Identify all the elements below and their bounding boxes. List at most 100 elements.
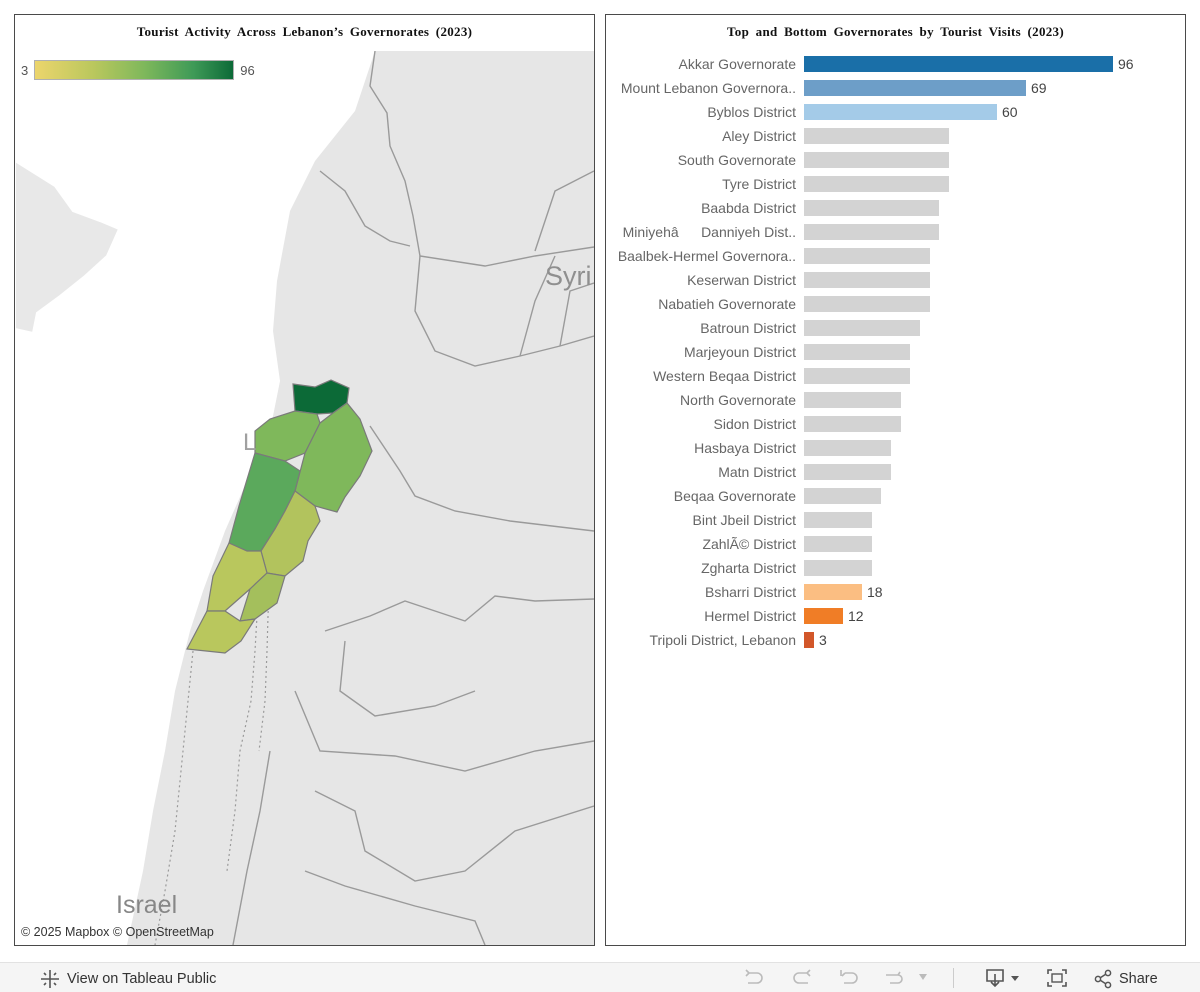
bar[interactable] [804,200,939,216]
bar[interactable] [804,488,881,504]
bar-row[interactable]: Batroun District [606,316,1185,340]
view-on-tableau-button[interactable]: View on Tableau Public [40,969,216,989]
bar[interactable] [804,440,891,456]
redo-icon[interactable] [791,968,813,988]
bar-category-label: Aley District [722,128,796,144]
bar-value-label: 12 [848,608,864,624]
bar[interactable] [804,248,930,264]
bar-value-label: 60 [1002,104,1018,120]
revert-icon[interactable] [838,968,860,988]
bar-category-label: Sidon District [713,416,796,432]
legend-max: 96 [240,62,255,78]
bar[interactable] [804,584,862,600]
tableau-logo-icon [41,970,59,988]
share-button[interactable]: Share [1093,969,1158,989]
bar[interactable] [804,608,843,624]
place-label-lebanon: L [243,429,257,456]
map-canvas[interactable] [15,51,594,945]
bar-row[interactable]: Hasbaya District [606,436,1185,460]
bar-row[interactable]: ZahlÃ© District [606,532,1185,556]
bar[interactable] [804,464,891,480]
bar-category-label: Keserwan District [687,272,796,288]
bar-row[interactable]: MiniyehâDanniyeh Dist.. [606,220,1185,244]
bar-value-label: 3 [819,632,827,648]
bar-row[interactable]: Keserwan District [606,268,1185,292]
view-on-tableau-label: View on Tableau Public [67,971,217,987]
bar[interactable] [804,320,920,336]
download-icon[interactable] [985,968,1021,988]
bar-row[interactable]: Marjeyoun District [606,340,1185,364]
bar-row[interactable]: Hermel District 12 [606,604,1185,628]
bar[interactable] [804,56,1113,72]
bar[interactable] [804,536,872,552]
bar-row[interactable]: Matn District [606,460,1185,484]
bar-row[interactable]: Aley District [606,124,1185,148]
bar[interactable] [804,512,872,528]
bar-chart: Akkar Governorate 96 Mount Lebanon Governo… [606,15,1185,945]
bar[interactable] [804,272,930,288]
bar[interactable] [804,80,1026,96]
lebanon-regions [186,379,373,654]
bar-row[interactable]: Western Beqaa District [606,364,1185,388]
fullscreen-icon[interactable] [1046,968,1068,988]
bar-row[interactable]: South Governorate [606,148,1185,172]
bar[interactable] [804,104,997,120]
legend-ramp [34,60,235,80]
bar-category-label: Hasbaya District [694,440,796,456]
bar-row[interactable]: Baabda District [606,196,1185,220]
bar-category-label: Western Beqaa District [653,368,796,384]
bar[interactable] [804,128,949,144]
bar-category-label: ZahlÃ© District [702,536,796,552]
sea-area [15,51,375,945]
bar-category-label: Mount Lebanon Governora.. [620,80,796,96]
bar[interactable] [804,560,872,576]
bar-row[interactable]: Akkar Governorate 96 [606,52,1185,76]
bar-category-label: Zgharta District [701,560,796,576]
bar-category-label: Baalbek-Hermel Governora.. [617,248,796,264]
undo-icon[interactable] [743,968,765,988]
bar[interactable] [804,632,814,648]
bar[interactable] [804,176,949,192]
bar[interactable] [804,344,910,360]
bar-category-label: Beqaa Governorate [673,488,796,504]
bar-category-label: Hermel District [704,608,796,624]
bar[interactable] [804,368,910,384]
bar-category-label: Nabatieh Governorate [658,296,796,312]
map-attribution[interactable]: © 2025 Mapbox © OpenStreetMap [21,925,214,939]
bar-row[interactable]: Bsharri District 18 [606,580,1185,604]
toolbar-divider [953,968,954,988]
tableau-toolbar: View on Tableau Public Share [0,962,1200,992]
bar-category-label: Tripoli District, Lebanon [649,632,796,648]
place-label-syria: Syri [545,261,592,291]
bar-category-label: Byblos District [707,104,796,120]
bar-value-label: 96 [1118,56,1134,72]
bar-row[interactable]: North Governorate [606,388,1185,412]
bar[interactable] [804,224,939,240]
bar-row[interactable]: Bint Jbeil District [606,508,1185,532]
bar-row[interactable]: Beqaa Governorate [606,484,1185,508]
map-area[interactable]: 3 96 Syri L Israel © 2025 Mapbox © OpenS… [15,51,594,945]
bar-row[interactable]: Tyre District [606,172,1185,196]
bar-row[interactable]: Tripoli District, Lebanon 3 [606,628,1185,652]
refresh-icon[interactable] [882,968,906,988]
bar-row[interactable]: Baalbek-Hermel Governora.. [606,244,1185,268]
share-label: Share [1119,971,1158,987]
bar-row[interactable]: Nabatieh Governorate [606,292,1185,316]
bar-value-label: 69 [1031,80,1047,96]
bar-row[interactable]: Sidon District [606,412,1185,436]
bar[interactable] [804,416,901,432]
cyprus-land [15,159,121,335]
bar-category-label: Bsharri District [704,584,796,600]
disputed-borders [154,580,270,945]
bar-row[interactable]: Byblos District 60 [606,100,1185,124]
bar-category-label: MiniyehâDanniyeh Dist.. [622,224,796,240]
bar[interactable] [804,296,930,312]
bar[interactable] [804,152,949,168]
bar-category-label: Akkar Governorate [678,56,797,72]
bar[interactable] [804,392,901,408]
bar-row[interactable]: Mount Lebanon Governora.. 69 [606,76,1185,100]
place-label-israel: Israel [116,891,178,919]
region-nabatieh [186,610,257,654]
caret-down-icon[interactable] [918,973,928,981]
bar-row[interactable]: Zgharta District [606,556,1185,580]
